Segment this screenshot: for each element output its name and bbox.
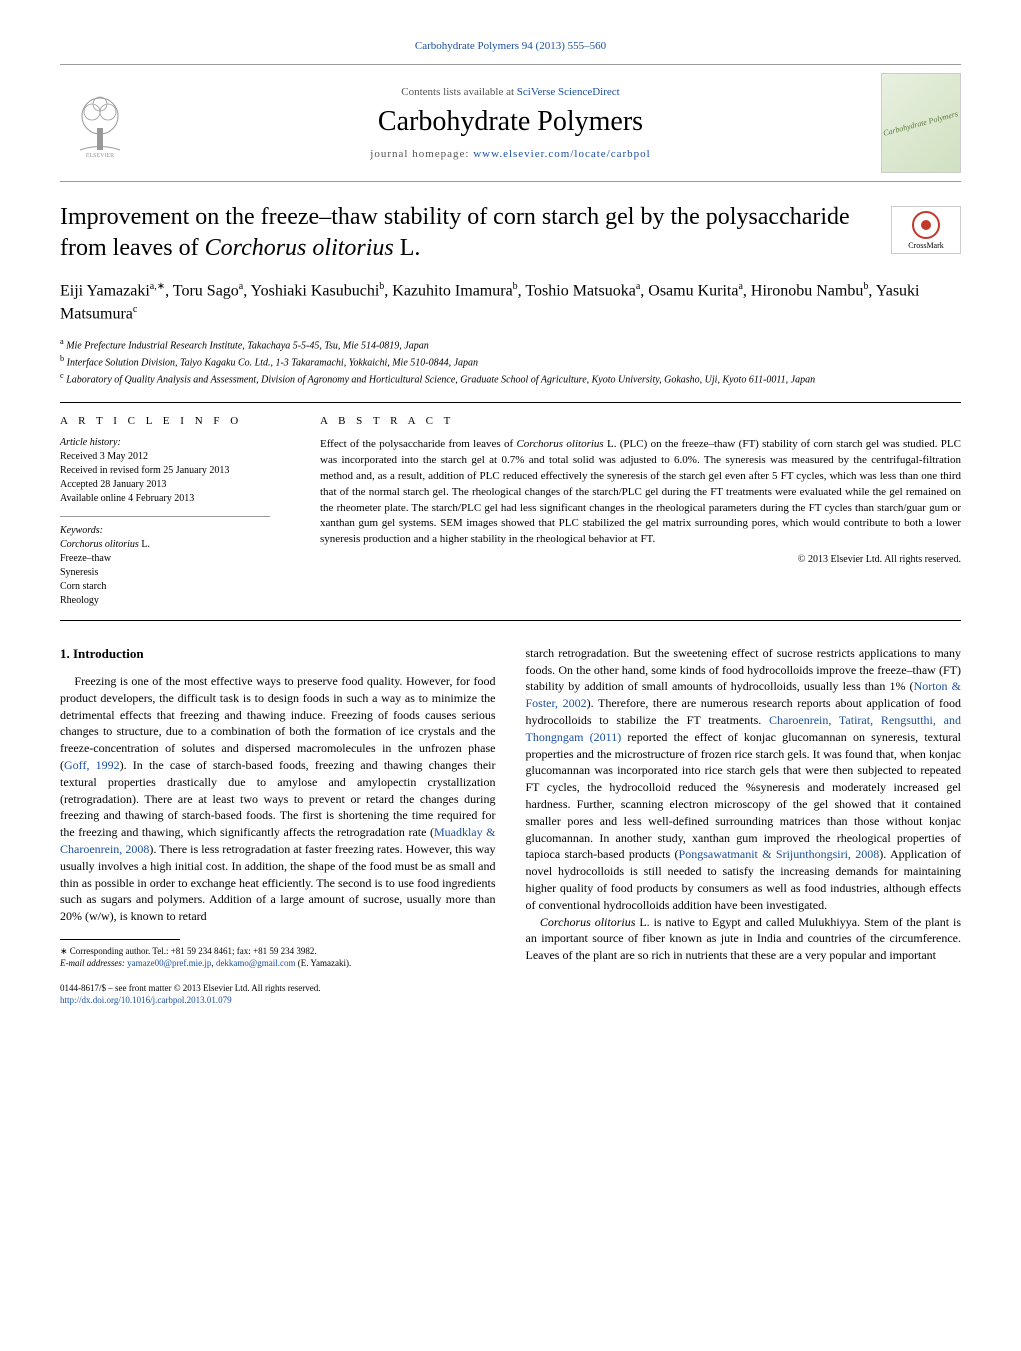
article-title: Improvement on the freeze–thaw stability… — [60, 202, 961, 264]
body-column-left: 1. Introduction Freezing is one of the m… — [60, 645, 496, 1007]
keywords-label: Keywords: — [60, 525, 270, 536]
sciverse-link[interactable]: SciVerse ScienceDirect — [517, 86, 620, 98]
journal-citation: Carbohydrate Polymers 94 (2013) 555–560 — [60, 40, 961, 52]
intro-paragraph-1: Freezing is one of the most effective wa… — [60, 673, 496, 925]
abstract-text: Effect of the polysaccharide from leaves… — [320, 437, 961, 549]
author-email-2[interactable]: dekkamo@gmail.com — [216, 958, 296, 968]
copyright-footer: 0144-8617/$ – see front matter © 2013 El… — [60, 983, 496, 1006]
keywords-list: Corchorus olitorius L. Freeze–thaw Syner… — [60, 538, 270, 608]
affiliations: a Mie Prefecture Industrial Research Ins… — [60, 336, 961, 388]
citation-pongsawatmanit-2008[interactable]: Pongsawatmanit & Srijunthongsiri, 2008 — [679, 847, 880, 861]
journal-cover-thumbnail: Carbohydrate Polymers — [881, 73, 961, 173]
intro-paragraph-1-cont: starch retrogradation. But the sweetenin… — [526, 645, 962, 914]
article-info-heading: A R T I C L E I N F O — [60, 415, 270, 427]
author-email-1[interactable]: yamaze00@pref.mie.jp — [127, 958, 211, 968]
journal-name: Carbohydrate Polymers — [140, 106, 881, 138]
body-text: 1. Introduction Freezing is one of the m… — [60, 645, 961, 1007]
homepage-url[interactable]: www.elsevier.com/locate/carbpol — [473, 148, 651, 160]
article-history: Received 3 May 2012 Received in revised … — [60, 450, 270, 506]
footnote-separator — [60, 939, 180, 940]
abstract-copyright: © 2013 Elsevier Ltd. All rights reserved… — [320, 554, 961, 565]
contents-available: Contents lists available at SciVerse Sci… — [140, 86, 881, 98]
journal-homepage: journal homepage: www.elsevier.com/locat… — [140, 148, 881, 160]
author-list: Eiji Yamazakia,∗, Toru Sagoa, Yoshiaki K… — [60, 280, 961, 325]
crossmark-icon — [912, 211, 940, 239]
doi-link[interactable]: http://dx.doi.org/10.1016/j.carbpol.2013… — [60, 995, 232, 1005]
abstract-block: A B S T R A C T Effect of the polysaccha… — [320, 415, 961, 608]
article-info-block: A R T I C L E I N F O Article history: R… — [60, 415, 290, 608]
section-1-heading: 1. Introduction — [60, 645, 496, 663]
citation-goff-1992[interactable]: Goff, 1992 — [64, 758, 120, 772]
abstract-heading: A B S T R A C T — [320, 415, 961, 427]
intro-paragraph-2: Corchorus olitorius L. is native to Egyp… — [526, 914, 962, 964]
elsevier-logo: ELSEVIER — [60, 83, 140, 163]
body-column-right: starch retrogradation. But the sweetenin… — [526, 645, 962, 1007]
corresponding-author-footnote: ∗ Corresponding author. Tel.: +81 59 234… — [60, 946, 496, 969]
history-label: Article history: — [60, 437, 270, 448]
masthead: ELSEVIER Contents lists available at Sci… — [60, 64, 961, 182]
svg-text:ELSEVIER: ELSEVIER — [86, 153, 114, 158]
crossmark-badge[interactable]: CrossMark — [891, 206, 961, 254]
elsevier-tree-icon: ELSEVIER — [70, 88, 130, 158]
